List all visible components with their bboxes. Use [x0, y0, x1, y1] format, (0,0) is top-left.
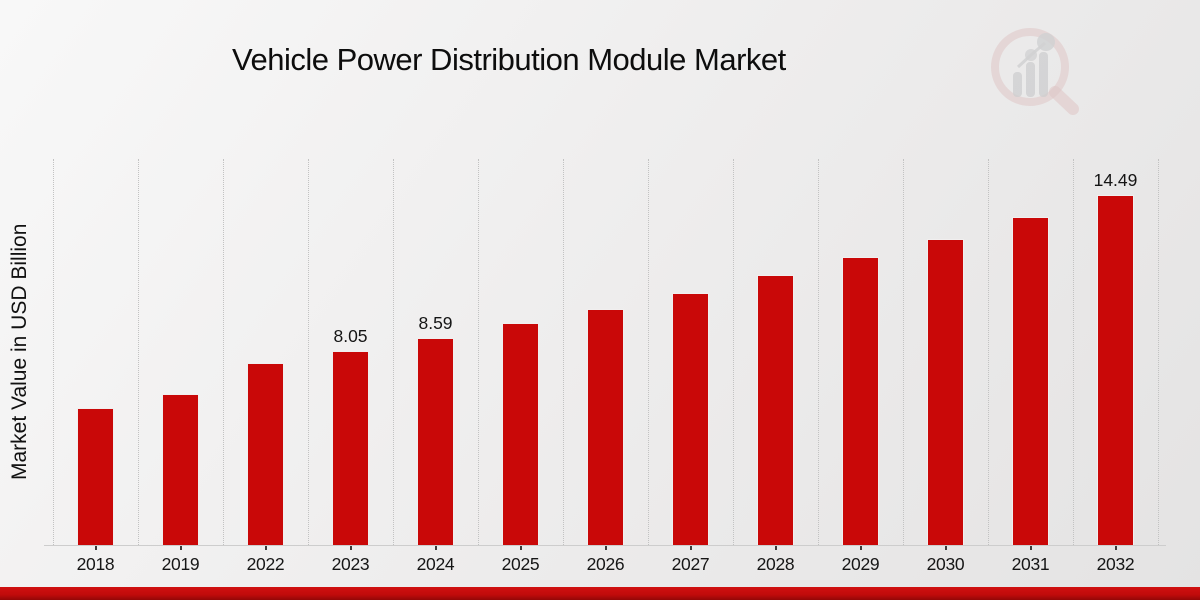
x-tick-label: 2024: [416, 554, 455, 574]
bar-value-label: 8.59: [418, 312, 453, 333]
x-tick-label: 2022: [246, 554, 285, 574]
x-tick: [434, 546, 437, 550]
gridline: [988, 159, 989, 545]
gridline: [1158, 159, 1159, 545]
bar-2027: [672, 292, 709, 545]
gridline: [478, 159, 479, 545]
x-tick-label: 2019: [161, 554, 200, 574]
x-tick-label: 2032: [1096, 554, 1135, 574]
bar-2025: [502, 323, 539, 545]
bar-2024: [417, 337, 454, 545]
plot-area: 2018 2019 2022 8.05 2023 8.59 2024 2025 2026 2027…: [53, 159, 1159, 574]
x-tick: [519, 546, 522, 550]
x-tick-label: 2023: [331, 554, 370, 574]
x-tick-label: 2031: [1011, 554, 1050, 574]
gridline: [733, 159, 734, 545]
gridline: [53, 159, 54, 545]
x-tick-label: 2025: [501, 554, 540, 574]
x-tick: [944, 546, 947, 550]
gridline: [308, 159, 309, 545]
x-tick: [859, 546, 862, 550]
bar-2022: [247, 362, 284, 545]
bar-2018: [77, 407, 114, 545]
bar-2019: [162, 394, 199, 545]
x-tick: [349, 546, 352, 550]
x-tick-label: 2026: [586, 554, 625, 574]
x-tick: [604, 546, 607, 550]
x-tick: [774, 546, 777, 550]
gridline: [138, 159, 139, 545]
x-axis-line: [44, 545, 1166, 546]
x-tick: [94, 546, 97, 550]
x-tick-label: 2029: [841, 554, 880, 574]
bar-value-label: 14.49: [1093, 170, 1138, 191]
x-tick-label: 2030: [926, 554, 965, 574]
gridline: [818, 159, 819, 545]
gridline: [393, 159, 394, 545]
x-tick: [179, 546, 182, 550]
bar-2026: [587, 308, 624, 545]
bar-2023: [332, 350, 369, 545]
bar-2031: [1012, 216, 1049, 545]
gridline: [563, 159, 564, 545]
magnifier-chart-logo-icon: [991, 28, 1079, 115]
bar-2029: [842, 256, 879, 545]
x-tick-label: 2018: [76, 554, 115, 574]
x-tick-label: 2028: [756, 554, 795, 574]
bar-2032: [1097, 195, 1134, 545]
x-tick: [1114, 546, 1117, 550]
footer-accent-strip: [0, 587, 1200, 600]
y-axis-label: Market Value in USD Billion: [8, 223, 31, 481]
gridline: [1073, 159, 1074, 545]
gridline: [903, 159, 904, 545]
x-tick: [264, 546, 267, 550]
bar-2030: [927, 238, 964, 545]
bar-2028: [757, 274, 794, 545]
chart-title: Vehicle Power Distribution Module Market: [232, 42, 786, 77]
x-tick: [689, 546, 692, 550]
x-tick-label: 2027: [671, 554, 710, 574]
gridline: [223, 159, 224, 545]
x-tick: [1029, 546, 1032, 550]
gridline: [648, 159, 649, 545]
bar-value-label: 8.05: [333, 325, 368, 346]
